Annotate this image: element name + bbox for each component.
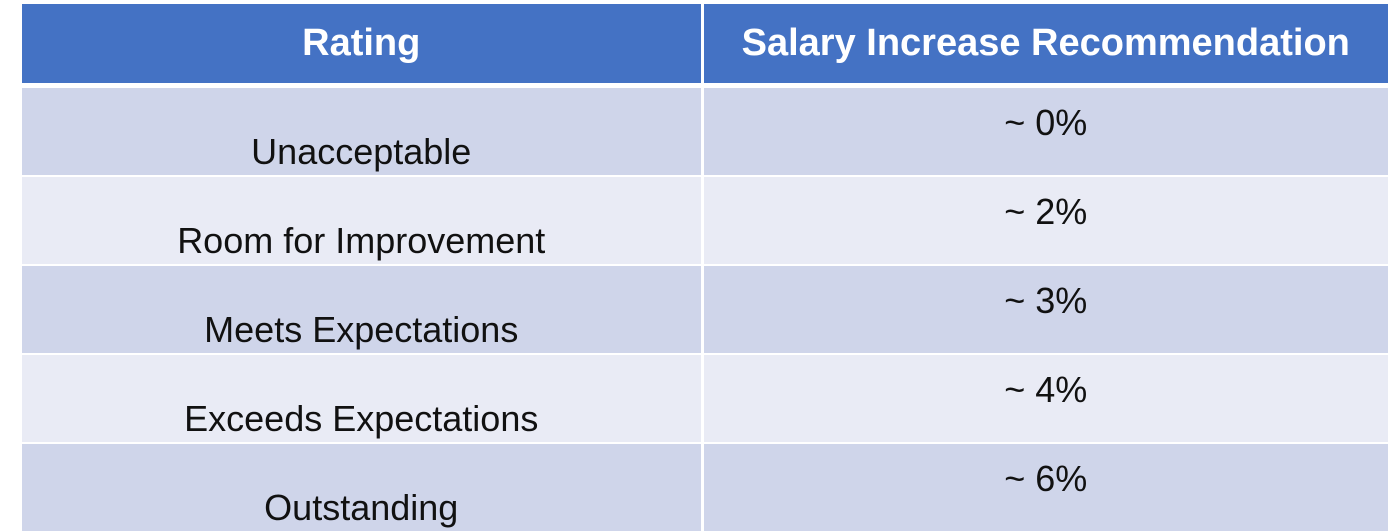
salary-increase-cell: ~ 6% — [702, 443, 1388, 531]
table-row: Outstanding ~ 6% — [22, 443, 1388, 531]
table-header: Rating Salary Increase Recommendation — [22, 4, 1388, 86]
rating-cell: Exceeds Expectations — [22, 354, 702, 443]
salary-recommendation-table-container: Rating Salary Increase Recommendation Un… — [22, 4, 1388, 461]
rating-cell: Unacceptable — [22, 86, 702, 177]
salary-recommendation-table: Rating Salary Increase Recommendation Un… — [22, 4, 1388, 531]
table-row: Exceeds Expectations ~ 4% — [22, 354, 1388, 443]
salary-increase-cell: ~ 2% — [702, 176, 1388, 265]
salary-increase-cell: ~ 0% — [702, 86, 1388, 177]
table-body: Unacceptable ~ 0% Room for Improvement ~… — [22, 86, 1388, 531]
rating-cell: Outstanding — [22, 443, 702, 531]
table-row: Meets Expectations ~ 3% — [22, 265, 1388, 354]
header-row: Rating Salary Increase Recommendation — [22, 4, 1388, 86]
salary-increase-cell: ~ 3% — [702, 265, 1388, 354]
header-salary-increase-recommendation: Salary Increase Recommendation — [702, 4, 1388, 86]
rating-cell: Room for Improvement — [22, 176, 702, 265]
salary-increase-cell: ~ 4% — [702, 354, 1388, 443]
table-row: Room for Improvement ~ 2% — [22, 176, 1388, 265]
rating-cell: Meets Expectations — [22, 265, 702, 354]
table-row: Unacceptable ~ 0% — [22, 86, 1388, 177]
header-rating: Rating — [22, 4, 702, 86]
